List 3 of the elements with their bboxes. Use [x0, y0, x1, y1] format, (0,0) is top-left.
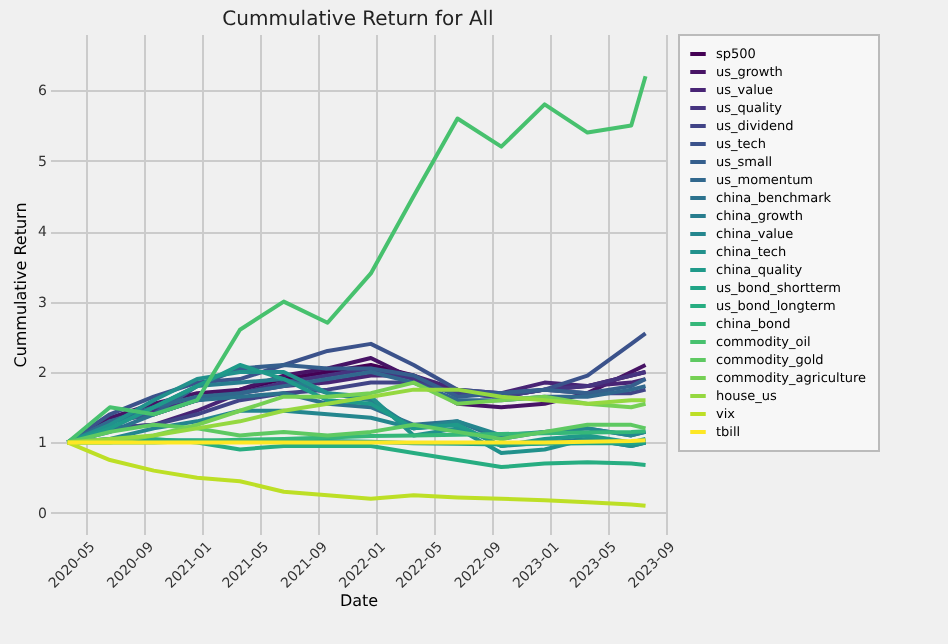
x-axis-title: Date — [339, 592, 379, 611]
y-axis-title: Cummulative Return — [12, 202, 31, 368]
chart-title: Cummulative Return for All — [222, 9, 494, 31]
